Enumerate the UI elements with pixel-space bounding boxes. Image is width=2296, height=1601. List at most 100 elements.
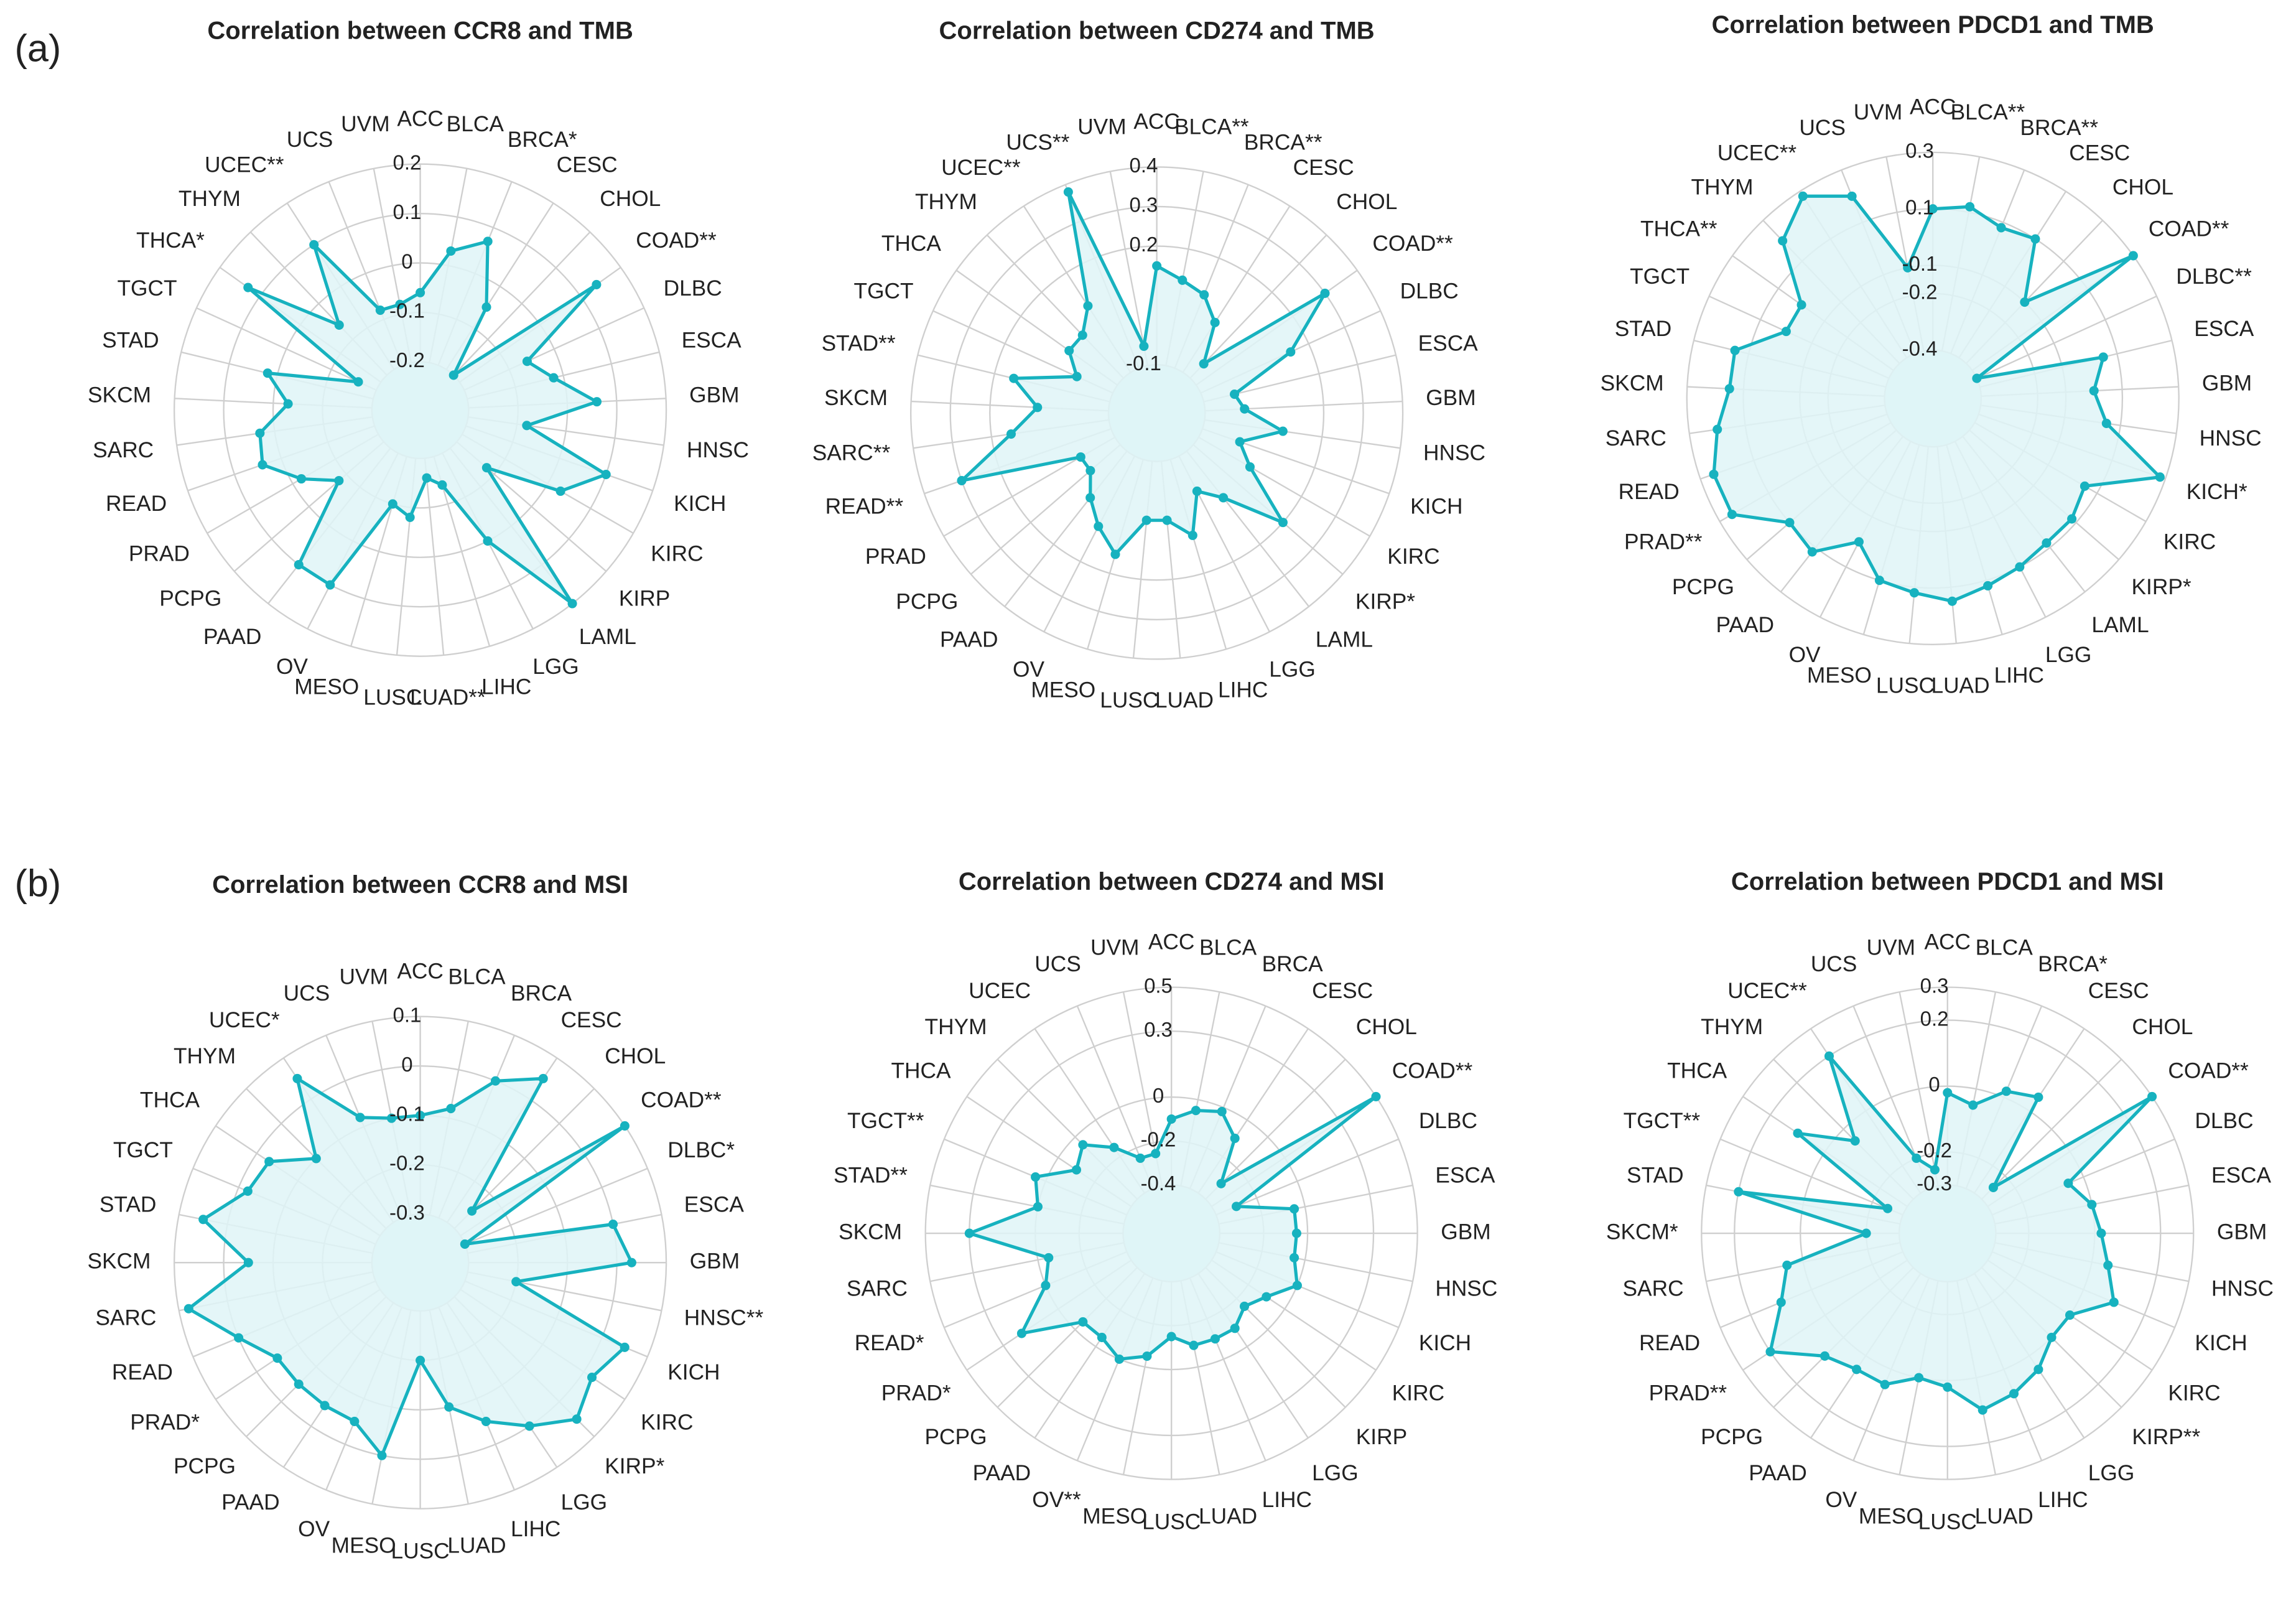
radar-point (258, 460, 267, 470)
category-label: DLBC** (2176, 264, 2252, 289)
radar-point (2098, 352, 2108, 362)
chart-title: Correlation between CCR8 and MSI (212, 871, 628, 899)
radar-point (444, 1402, 454, 1412)
radar-chart: Correlation between PDCD1 and TMB -0.4 -0.… (1601, 11, 2262, 698)
radar-point (272, 1353, 282, 1363)
category-label: READ* (855, 1331, 924, 1355)
radar-point (1071, 1165, 1082, 1175)
radar-point (1072, 371, 1082, 381)
radar-point (626, 1258, 636, 1267)
radar-point (1009, 373, 1019, 383)
radar-point (325, 580, 335, 590)
category-label: OV (1825, 1488, 1857, 1512)
category-label: HNSC (687, 438, 749, 462)
radar-point (1930, 1165, 1940, 1175)
category-label: LIHC (511, 1517, 560, 1541)
radar-point (1824, 1051, 1834, 1061)
radar-point (292, 1073, 302, 1083)
category-label: THYM (174, 1044, 236, 1068)
radial-tick-label: 0 (401, 250, 412, 273)
category-label: PCPG (1672, 575, 1734, 599)
category-label: CHOL (605, 1044, 666, 1068)
category-label: KIRP (619, 587, 670, 611)
chart-title: Correlation between CD274 and TMB (939, 17, 1375, 44)
radar-point (416, 1355, 425, 1365)
category-label: CESC (1293, 156, 1354, 180)
radar-point (1199, 359, 1209, 369)
category-label: LIHC (1994, 663, 2044, 688)
category-label: ESCA (1435, 1163, 1495, 1187)
spoke (1719, 1138, 1903, 1216)
radar-point (2047, 1332, 2057, 1342)
radar-point (511, 1277, 521, 1287)
category-label: PCPG (1701, 1425, 1763, 1449)
category-label: KIRP* (1355, 589, 1415, 614)
radial-tick-label: 0.4 (1130, 154, 1158, 177)
grid-circle (173, 163, 667, 657)
radar-point (1077, 330, 1087, 340)
radar-point (2042, 538, 2052, 548)
radar-point (1861, 1228, 1871, 1238)
category-label: UCS (1034, 952, 1081, 976)
radar-chart: Correlation between CD274 and MSI -0.4 -0.… (834, 868, 1497, 1534)
radar-point (1781, 327, 1791, 337)
category-label: COAD** (641, 1088, 722, 1113)
radar-point (1094, 521, 1104, 531)
category-label: SARC (1623, 1276, 1684, 1300)
category-label: PCPG (925, 1425, 987, 1449)
spoke (464, 1167, 648, 1245)
radar-point (234, 1333, 244, 1343)
spoke (1981, 1058, 2122, 1200)
category-label: GBM (2217, 1220, 2267, 1244)
category-label: PAAD (203, 625, 262, 649)
radial-tick-label: -0.4 (1141, 1172, 1176, 1195)
category-label: STAD** (834, 1163, 908, 1187)
category-label: PCPG (174, 1454, 236, 1478)
category-label: LGG (1312, 1461, 1359, 1485)
spoke (453, 231, 591, 376)
radar-point (549, 373, 559, 383)
category-label: THCA** (1640, 217, 1717, 241)
panel-label: (a) (15, 27, 62, 70)
radar-point (386, 1113, 396, 1123)
radar-point (1734, 1187, 1744, 1197)
radar-point (2030, 234, 2040, 244)
category-label: SKCM (1601, 371, 1664, 395)
category-label: UCEC* (209, 1008, 280, 1032)
radar-point (490, 1076, 501, 1086)
radar-point (601, 469, 611, 480)
category-label: BLCA (447, 112, 504, 136)
category-label: MESO (332, 1534, 396, 1558)
radar-point (2087, 1200, 2097, 1210)
radial-tick-label: 0.1 (393, 200, 422, 223)
category-label: ACC (397, 106, 444, 131)
radar-point (538, 1073, 548, 1083)
radar-point (592, 279, 602, 289)
category-label: OV** (1032, 1488, 1081, 1512)
category-label: DLBC (1419, 1109, 1477, 1133)
category-label: KIRC (2168, 1381, 2220, 1405)
radar-point (1031, 1172, 1041, 1182)
category-label: UCS (287, 128, 333, 152)
radar-point (1210, 317, 1220, 327)
category-label: READ** (825, 495, 904, 519)
radar-point (296, 474, 307, 484)
radial-tick-label: -0.3 (389, 1201, 425, 1224)
radar-point (1110, 549, 1120, 559)
category-label: LAML (579, 625, 636, 649)
category-label: TGCT (1630, 264, 1689, 289)
category-label: UCEC** (1727, 979, 1807, 1003)
radial-tick-label: 0.1 (393, 1003, 422, 1026)
radar-point (1286, 347, 1296, 357)
category-label: ESCA (684, 1193, 745, 1217)
radar-point (2128, 251, 2138, 261)
radar-point (1765, 1347, 1775, 1356)
radar-point (483, 536, 493, 546)
radar-point (1085, 465, 1095, 475)
radar-point (2001, 1086, 2011, 1096)
radar-point (243, 1186, 253, 1196)
category-label: PRAD** (1649, 1381, 1727, 1405)
category-label: THYM (925, 1015, 987, 1039)
radial-tick-label: 0.5 (1144, 974, 1173, 997)
category-label: UCEC** (941, 156, 1021, 180)
